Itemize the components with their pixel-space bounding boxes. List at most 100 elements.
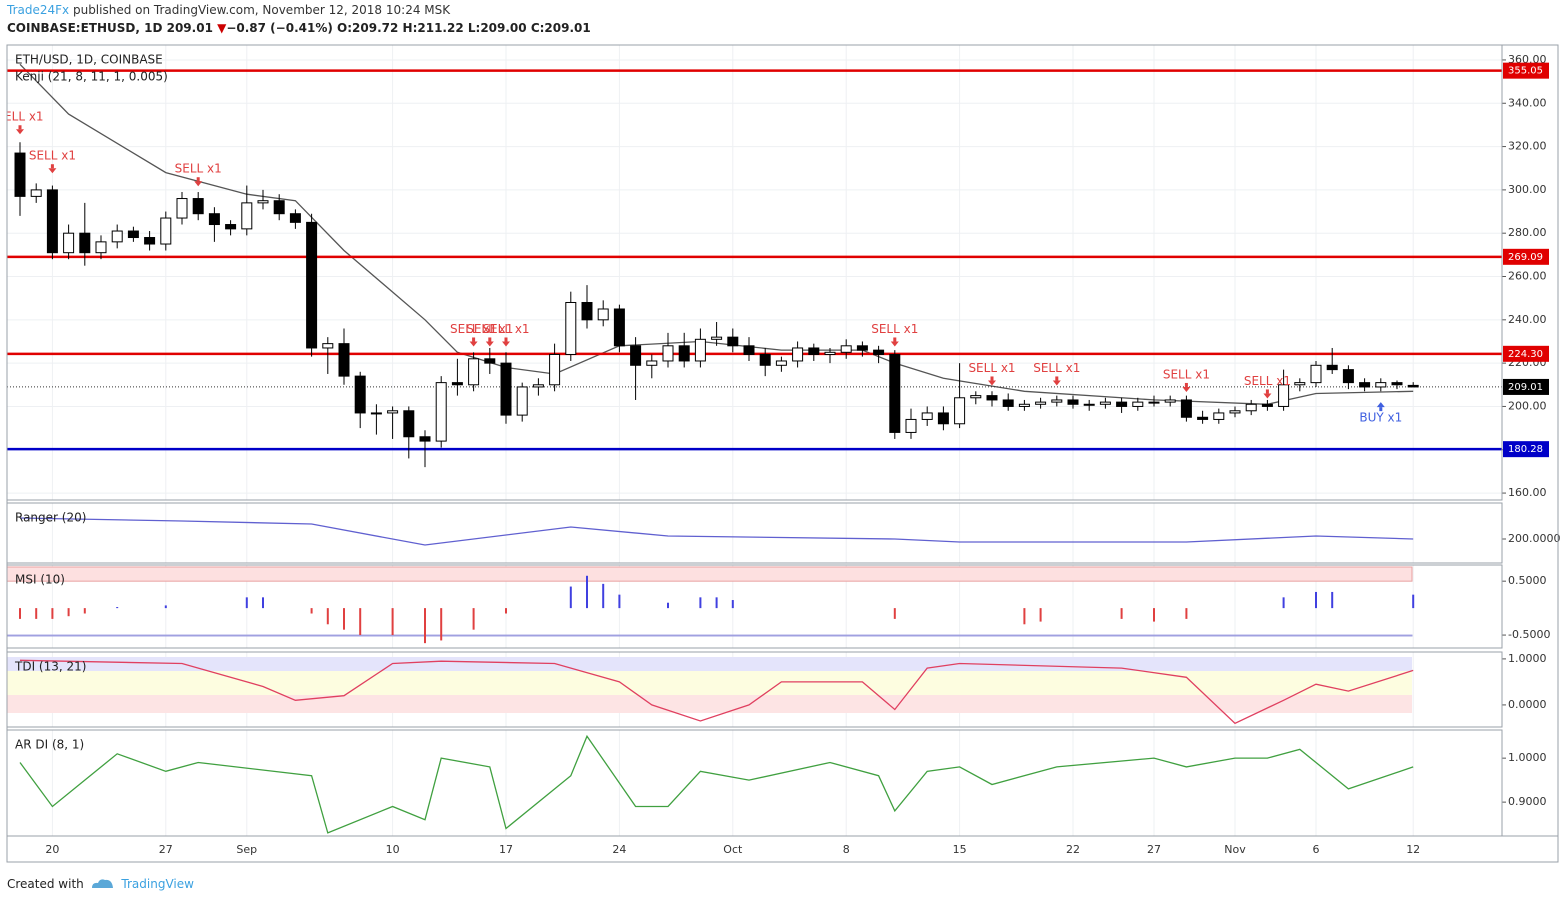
candle-body [662,345,674,362]
pane-title: AR DI (8, 1) [15,738,84,752]
level-label: 180.28 [1508,444,1543,455]
pane-title: ETH/USD, 1D, COINBASE [15,53,163,67]
osc-bar [51,608,54,619]
candle-body [354,375,366,414]
candle-body [1164,399,1176,403]
candle-body [1067,399,1079,405]
candle-body [370,412,382,415]
osc-bar [67,608,70,617]
signal-label: SELL x1 [450,322,497,336]
candle-body [95,241,107,254]
signal-label: SELL x1 [466,322,513,336]
x-tick-label: 17 [499,843,513,856]
down-arrow: ▼ [217,21,227,35]
signal-label: SELL x1 [1033,361,1080,375]
signal-arrow [485,341,494,347]
candle-body [451,382,463,386]
osc-bar [1331,591,1334,609]
x-tick-label: 27 [159,843,173,856]
osc-bar [1185,608,1188,619]
x-tick-label: Sep [236,843,257,856]
candle-body [144,237,156,245]
candle-body [824,351,836,355]
y-tick-label: 200.0000 [1508,532,1561,545]
signal-label: SELL x1 [175,162,222,176]
candle-body [176,198,188,219]
osc-bar [731,600,734,609]
candle-body [873,349,885,355]
signal-stem [488,337,492,342]
signal-stem [1379,407,1383,412]
candle-body [613,308,625,347]
level-label: 355.05 [1508,66,1543,77]
x-tick-label: 12 [1406,843,1420,856]
candle-body [1180,399,1192,418]
candle-body [338,343,350,377]
osc-bar [310,608,313,614]
x-tick-label: 15 [953,843,967,856]
osc-bar [472,608,475,630]
oversold-band [6,634,1413,637]
candle-body [500,362,512,416]
pane-border [6,44,1503,501]
low: L:209.00 [467,21,527,35]
candle-body [1261,403,1273,407]
x-tick-label: 8 [843,843,850,856]
osc-bar [440,608,443,641]
osc-bar [618,594,621,609]
candle-body [257,200,269,204]
candle-body [484,358,496,364]
signal-stem [196,177,200,182]
candle-body [419,436,431,442]
candle-body [306,221,318,349]
signal-arrow [16,129,24,135]
level-label-box [1503,441,1549,458]
publisher[interactable]: Trade24Fx [7,3,70,17]
symbol: COINBASE:ETHUSD, 1D [7,21,163,35]
published: published on TradingView.com, November 1… [72,3,451,17]
candle-body [30,189,42,197]
signal-arrow [48,168,57,174]
overbought-band [6,566,1413,582]
logo [91,879,113,888]
y-tick-label: 160.00 [1508,486,1547,499]
y-tick-label: 0.9000 [1508,795,1547,808]
osc-bar [391,608,394,636]
osc-bar [569,586,572,609]
osc-bar [359,608,362,636]
candle-body [192,198,204,215]
osc-bar [1153,608,1155,622]
upper-band [7,657,1412,671]
last-label-box [1503,378,1549,395]
candle-body [694,338,706,362]
osc-bar [326,608,329,625]
candle-body [597,308,609,321]
candle-body [1018,403,1030,407]
candle-body [1099,401,1111,405]
header: Trade24Fx published on TradingView.com, … [7,3,591,35]
candle-body [759,353,771,366]
candle-body [1294,382,1306,386]
pane-border [6,729,1503,837]
osc-bar [505,608,507,614]
brand[interactable]: TradingView [121,877,194,891]
pane [6,566,1415,644]
candle-body [630,345,642,366]
candle-body [646,360,658,366]
x-tick-label: 22 [1066,843,1080,856]
indicator-name: Kenji (21, 8, 11, 1, 0.005) [15,70,168,84]
osc-bar [262,597,264,609]
y-tick-label: 1.0000 [1508,751,1547,764]
candle-body [322,343,334,349]
signal-stem [1055,376,1059,381]
signal-stem [893,337,897,342]
signal-label: SELL x1 [871,322,918,336]
osc-bar [667,602,669,609]
candle-body [225,224,237,230]
indicator-line [19,659,1414,725]
x-tick-label: Nov [1224,843,1246,856]
pane [19,517,1414,546]
candle-body [743,345,755,355]
pane-title: TDI (13, 21) [14,660,86,674]
x-tick-label: 27 [1147,843,1161,856]
